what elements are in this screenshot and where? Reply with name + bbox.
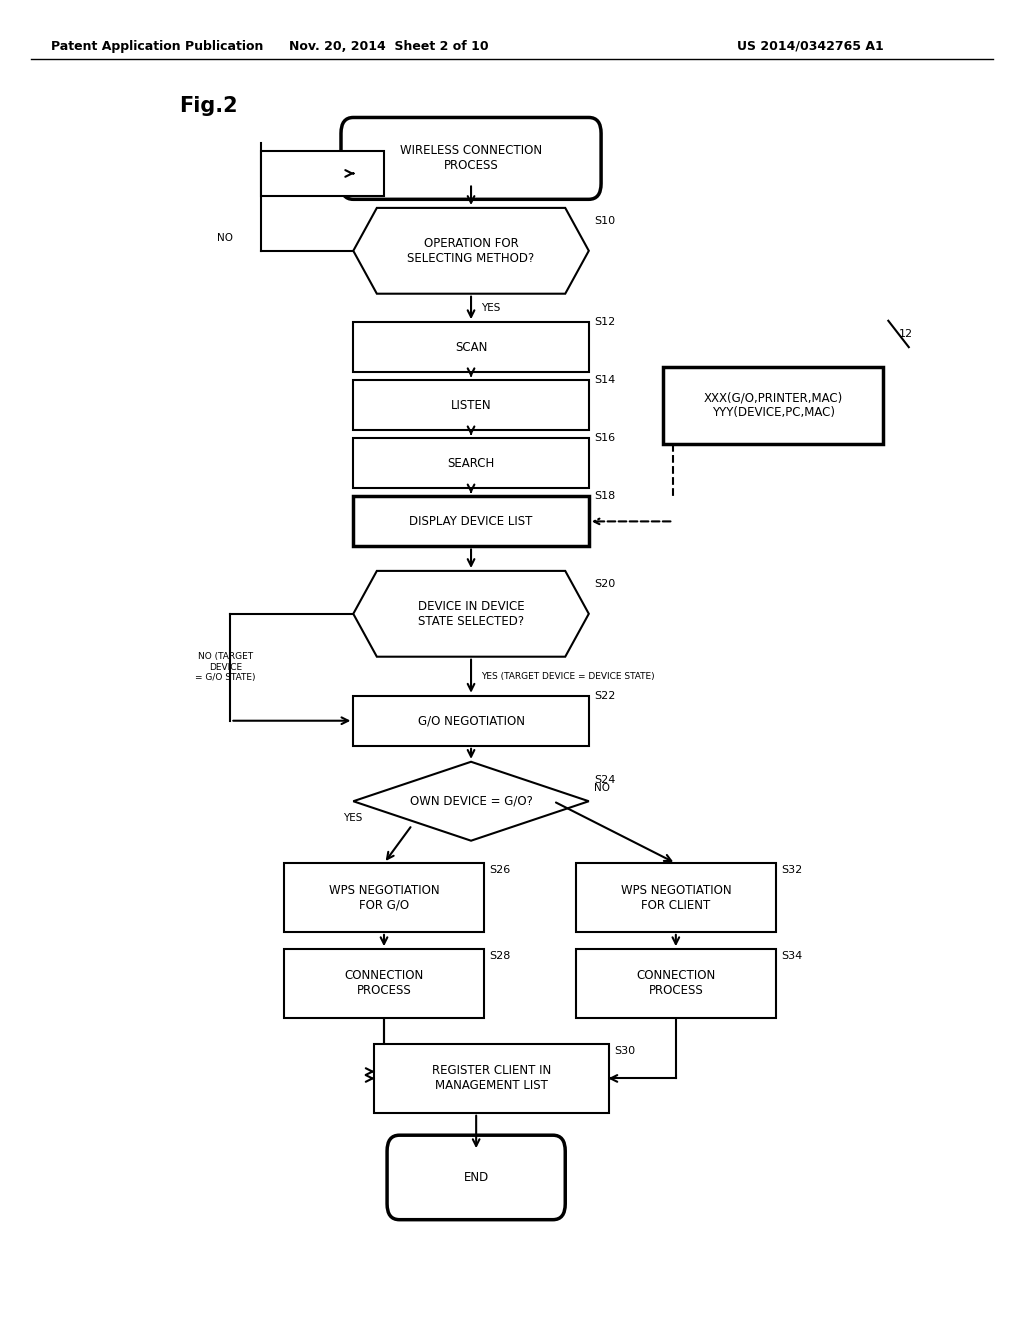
Text: S12: S12	[594, 317, 615, 327]
Text: S10: S10	[594, 215, 615, 226]
Text: OWN DEVICE = G/O?: OWN DEVICE = G/O?	[410, 795, 532, 808]
Text: Patent Application Publication: Patent Application Publication	[51, 40, 263, 53]
Text: SEARCH: SEARCH	[447, 457, 495, 470]
Text: XXX(G/O,PRINTER,MAC)
YYY(DEVICE,PC,MAC): XXX(G/O,PRINTER,MAC) YYY(DEVICE,PC,MAC)	[703, 391, 843, 420]
Text: DEVICE IN DEVICE
STATE SELECTED?: DEVICE IN DEVICE STATE SELECTED?	[418, 599, 524, 628]
Text: 12: 12	[899, 329, 912, 339]
Text: S22: S22	[594, 690, 615, 701]
Bar	[261, 150, 384, 195]
Polygon shape	[353, 762, 589, 841]
Text: S18: S18	[594, 491, 615, 502]
Bar	[353, 696, 589, 746]
Text: END: END	[464, 1171, 488, 1184]
Text: S26: S26	[489, 865, 510, 875]
Text: S28: S28	[489, 950, 510, 961]
Bar	[353, 438, 589, 488]
Bar	[575, 863, 776, 932]
Text: WPS NEGOTIATION
FOR G/O: WPS NEGOTIATION FOR G/O	[329, 883, 439, 912]
Bar	[353, 496, 589, 546]
Text: OPERATION FOR
SELECTING METHOD?: OPERATION FOR SELECTING METHOD?	[408, 236, 535, 265]
Text: S14: S14	[594, 375, 615, 385]
Text: YES: YES	[481, 302, 501, 313]
Text: REGISTER CLIENT IN
MANAGEMENT LIST: REGISTER CLIENT IN MANAGEMENT LIST	[432, 1064, 551, 1093]
Polygon shape	[353, 207, 589, 293]
Text: DISPLAY DEVICE LIST: DISPLAY DEVICE LIST	[410, 515, 532, 528]
Text: S20: S20	[594, 578, 615, 589]
Text: Fig.2: Fig.2	[179, 95, 238, 116]
Text: S34: S34	[781, 950, 802, 961]
Text: CONNECTION
PROCESS: CONNECTION PROCESS	[636, 969, 716, 998]
FancyBboxPatch shape	[387, 1135, 565, 1220]
Bar	[575, 949, 776, 1018]
Text: NO: NO	[594, 783, 610, 793]
Text: NO: NO	[217, 232, 233, 243]
Text: SCAN: SCAN	[455, 341, 487, 354]
Text: S32: S32	[781, 865, 802, 875]
Text: CONNECTION
PROCESS: CONNECTION PROCESS	[344, 969, 424, 998]
Bar	[284, 863, 483, 932]
Text: Nov. 20, 2014  Sheet 2 of 10: Nov. 20, 2014 Sheet 2 of 10	[290, 40, 488, 53]
Bar	[353, 380, 589, 430]
Text: G/O NEGOTIATION: G/O NEGOTIATION	[418, 714, 524, 727]
Text: S24: S24	[594, 775, 615, 785]
Text: US 2014/0342765 A1: US 2014/0342765 A1	[737, 40, 884, 53]
Bar	[664, 367, 883, 444]
Bar	[284, 949, 483, 1018]
Text: YES: YES	[343, 813, 362, 824]
Text: WPS NEGOTIATION
FOR CLIENT: WPS NEGOTIATION FOR CLIENT	[621, 883, 731, 912]
FancyBboxPatch shape	[341, 117, 601, 199]
Bar	[353, 322, 589, 372]
Text: LISTEN: LISTEN	[451, 399, 492, 412]
Polygon shape	[353, 570, 589, 656]
Text: YES (TARGET DEVICE = DEVICE STATE): YES (TARGET DEVICE = DEVICE STATE)	[481, 672, 655, 681]
Text: S30: S30	[614, 1045, 636, 1056]
Text: WIRELESS CONNECTION
PROCESS: WIRELESS CONNECTION PROCESS	[400, 144, 542, 173]
Text: S16: S16	[594, 433, 615, 444]
Bar	[374, 1044, 609, 1113]
Text: NO (TARGET
DEVICE
= G/O STATE): NO (TARGET DEVICE = G/O STATE)	[195, 652, 256, 682]
